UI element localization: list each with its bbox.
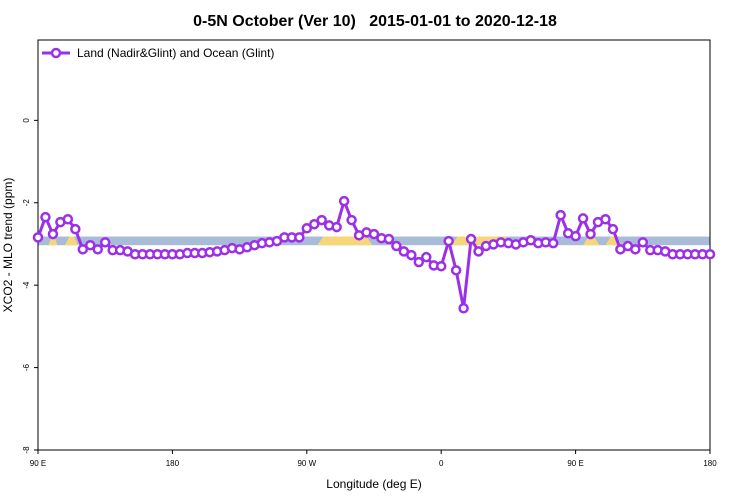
data-point [630,244,641,255]
data-point [391,240,402,252]
data-point [346,214,357,226]
data-point [450,265,462,276]
x-tick-label: 90 E [567,459,583,468]
data-point [465,233,477,245]
y-tick-label: 0 [22,118,31,123]
data-point [40,211,51,223]
data-point [99,237,111,248]
data-point [547,237,559,249]
y-axis-label: XCO2 - MLO trend (ppm) [1,178,15,313]
y-tick-label: -2 [22,199,31,207]
data-point [62,213,74,225]
data-point [70,223,81,235]
x-tick-label: 180 [703,459,717,468]
data-point [316,214,327,226]
data-point [585,228,596,240]
band-highlight [317,236,373,246]
data-point [421,251,432,263]
y-tick-label: -8 [22,446,31,454]
data-point [458,303,469,314]
data-point [77,244,89,255]
data-point [473,246,484,257]
x-tick-label: 180 [166,459,180,468]
data-point [368,228,380,240]
legend-label: Land (Nadir&Glint) and Ocean (Glint) [77,46,274,60]
data-point [443,235,454,247]
y-tick-label: -6 [22,363,31,371]
x-axis-label: Longitude (deg E) [326,477,421,491]
data-point [577,213,589,224]
y-tick-label: -4 [22,281,31,289]
data-point [301,223,313,234]
x-tick-label: 90 W [297,459,316,468]
data-point [331,221,342,233]
data-point [570,230,581,242]
x-tick-label: 90 E [30,459,46,468]
data-point [637,237,649,248]
data-point [92,244,103,255]
data-point [607,223,619,235]
chart-title: 0-5N October (Ver 10) 2015-01-01 to 2020… [193,13,557,30]
x-tick-label: 0 [439,459,444,468]
plot-frame [37,39,711,451]
data-point [309,218,320,230]
data-point [704,249,716,260]
data-point [435,260,447,272]
reference-band [38,236,710,246]
data-point [555,209,566,221]
data-point [338,195,350,207]
data-point [47,228,59,240]
band-highlight [583,236,600,246]
data-point [32,232,44,243]
band-highlight [64,236,79,246]
data-point [383,233,395,245]
data-point [85,239,96,251]
data-point [294,232,305,243]
data-point [406,249,417,261]
data-point [600,213,611,225]
legend-marker [50,47,62,59]
data-point [413,256,425,268]
